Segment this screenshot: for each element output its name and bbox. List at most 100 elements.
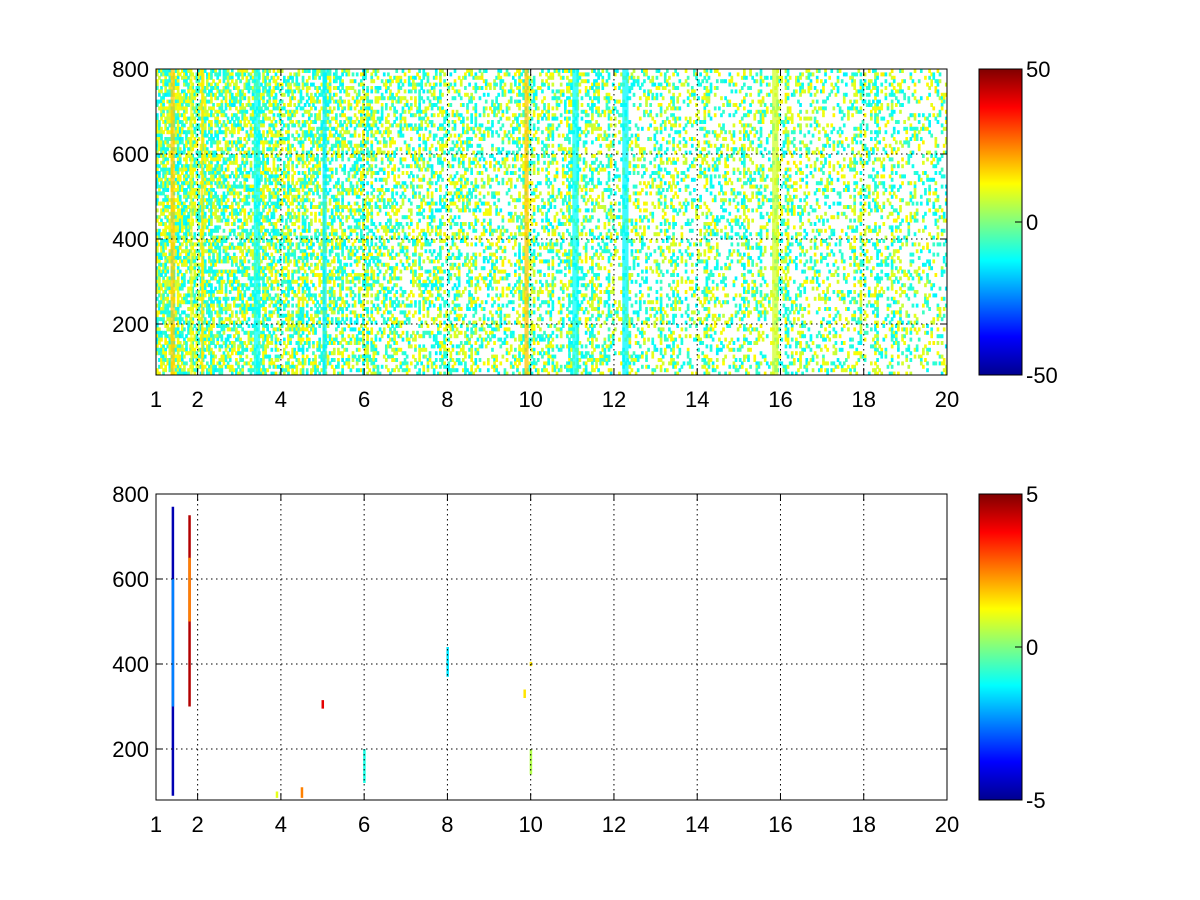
heatmap-cell — [268, 198, 272, 203]
heatmap-cell — [224, 256, 228, 260]
heatmap-cell — [185, 164, 188, 169]
heatmap-cell — [214, 116, 217, 121]
heatmap-cell — [226, 303, 230, 308]
heatmap-cell — [212, 242, 215, 247]
heatmap-cell — [280, 69, 284, 73]
heatmap-cell — [156, 334, 159, 339]
heatmap-cell — [245, 154, 249, 158]
heatmap-cell — [210, 208, 213, 213]
heatmap-cell — [226, 181, 230, 186]
heatmap-cell — [264, 89, 267, 94]
heatmap-cell — [264, 252, 267, 257]
heatmap-cell — [264, 160, 267, 165]
heatmap-cell — [278, 201, 282, 206]
heatmap-cell — [262, 92, 265, 97]
heatmap-cell — [193, 262, 197, 267]
heatmap-cell — [195, 123, 199, 128]
heatmap-cell — [289, 327, 292, 332]
heatmap-cell — [303, 82, 307, 87]
heatmap-cell — [237, 201, 240, 206]
heatmap-cell — [156, 157, 159, 162]
heatmap-cell — [268, 303, 272, 308]
heatmap-cell — [247, 361, 251, 366]
heatmap-cell — [299, 92, 303, 97]
heatmap-cell — [214, 157, 217, 162]
heatmap-cell — [276, 327, 280, 332]
heatmap-cell — [270, 300, 274, 305]
heatmap-cell — [174, 286, 178, 291]
heatmap-cell — [224, 324, 228, 328]
heatmap-cell — [287, 171, 290, 175]
heatmap-cell — [210, 89, 213, 94]
heatmap-cell — [162, 279, 165, 284]
heatmap-cell — [299, 371, 303, 375]
heatmap-cell — [185, 252, 188, 257]
heatmap-cell — [166, 198, 170, 203]
heatmap-cell — [162, 188, 165, 192]
heatmap-cell — [278, 174, 282, 179]
heatmap-cell — [241, 103, 245, 107]
heatmap-cell — [291, 361, 294, 366]
heatmap-cell — [287, 177, 290, 182]
heatmap-cell — [226, 307, 230, 311]
heatmap-cell — [224, 347, 228, 352]
heatmap-cell — [295, 79, 299, 84]
heatmap-cell — [243, 215, 247, 220]
heatmap-cell — [289, 334, 292, 339]
heatmap-cell — [272, 191, 276, 196]
heatmap-cell — [243, 184, 247, 189]
heatmap-cell — [239, 150, 242, 155]
heatmap-cell — [218, 245, 222, 250]
heatmap-cell — [187, 337, 190, 342]
heatmap-cell — [266, 368, 269, 373]
heatmap-cell — [245, 330, 249, 335]
heatmap-cell — [285, 130, 288, 135]
heatmap-cell — [282, 160, 286, 165]
heatmap-cell — [195, 327, 199, 332]
heatmap-cell — [270, 150, 274, 155]
heatmap-cell — [176, 181, 180, 186]
heatmap-cell — [158, 75, 161, 80]
heatmap-cell — [241, 116, 245, 121]
heatmap-cell — [251, 225, 255, 230]
heatmap-cell — [243, 174, 247, 179]
heatmap-cell — [260, 123, 263, 128]
heatmap-cell — [299, 154, 303, 158]
heatmap-cell — [293, 351, 297, 356]
heatmap-cell — [249, 208, 253, 213]
heatmap-cell — [156, 99, 159, 104]
heatmap-cell — [218, 72, 222, 77]
heatmap-cell — [251, 211, 255, 216]
heatmap-cell — [156, 177, 159, 182]
heatmap-cell — [176, 160, 180, 165]
heatmap-cell — [226, 164, 230, 169]
heatmap-cell — [312, 249, 315, 254]
heatmap-cell — [272, 103, 276, 107]
heatmap-cell — [301, 371, 305, 375]
heatmap-cell — [289, 113, 292, 118]
heatmap-cell — [280, 92, 284, 97]
heatmap-cell — [166, 283, 170, 288]
heatmap-cell — [230, 256, 234, 260]
heatmap-cell — [178, 256, 182, 260]
heatmap-cell — [180, 249, 184, 254]
heatmap-cell — [224, 337, 228, 342]
heatmap-cell — [262, 86, 265, 90]
heatmap-cell — [262, 72, 265, 77]
heatmap-cell — [243, 293, 247, 298]
heatmap-cell — [230, 191, 234, 196]
heatmap-cell — [224, 130, 228, 135]
heatmap-cell — [185, 300, 188, 305]
heatmap-cell — [228, 96, 232, 101]
heatmap-cell — [218, 371, 222, 375]
heatmap-cell — [237, 99, 240, 104]
heatmap-cell — [164, 242, 168, 247]
heatmap-cell — [249, 218, 253, 223]
heatmap-cell — [291, 269, 294, 274]
heatmap-cell — [251, 313, 255, 318]
heatmap-cell — [166, 296, 170, 301]
heatmap-cell — [176, 273, 180, 277]
heatmap-cell — [260, 198, 263, 203]
heatmap-cell — [183, 109, 186, 114]
heatmap-cell — [180, 103, 184, 107]
